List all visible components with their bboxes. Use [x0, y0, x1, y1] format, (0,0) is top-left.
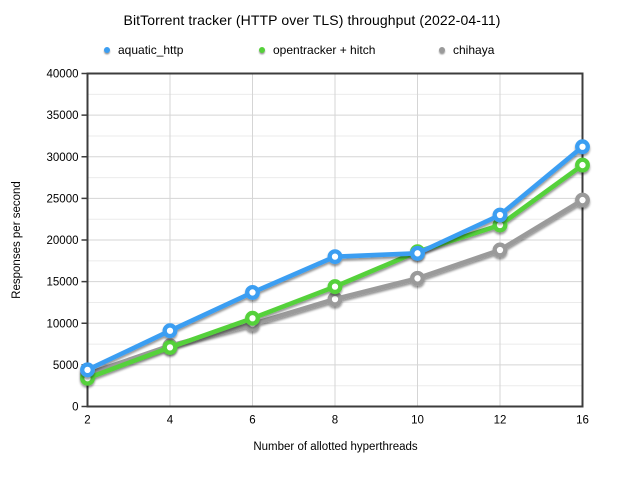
- svg-text:10000: 10000: [47, 318, 79, 330]
- legend-marker-icon: [104, 46, 110, 53]
- legend-marker-icon: [439, 46, 445, 53]
- y-axis-title: Responses per second: [11, 181, 23, 299]
- svg-text:35000: 35000: [47, 110, 79, 122]
- legend-marker-icon: [259, 46, 265, 53]
- legend-item-aquatic-http: aquatic_http: [104, 41, 183, 58]
- svg-text:20000: 20000: [47, 235, 79, 247]
- chart-title: BitTorrent tracker (HTTP over TLS) throu…: [123, 12, 501, 28]
- svg-text:5000: 5000: [53, 360, 79, 372]
- svg-text:15000: 15000: [47, 277, 79, 289]
- svg-text:8: 8: [332, 415, 338, 427]
- legend-label: opentracker + hitch: [273, 42, 376, 57]
- svg-text:25000: 25000: [47, 193, 79, 205]
- legend-label: aquatic_http: [118, 42, 184, 57]
- svg-text:2: 2: [84, 415, 90, 427]
- svg-text:6: 6: [249, 415, 255, 427]
- svg-text:30000: 30000: [47, 152, 79, 164]
- legend-item-chihaya: chihaya: [439, 41, 494, 58]
- legend-label: chihaya: [453, 42, 495, 57]
- svg-text:12: 12: [494, 415, 507, 427]
- svg-text:16: 16: [576, 415, 589, 427]
- svg-text:0: 0: [72, 402, 78, 414]
- svg-text:4: 4: [167, 415, 174, 427]
- x-axis-title: Number of allotted hyperthreads: [253, 441, 418, 453]
- svg-text:40000: 40000: [47, 69, 79, 81]
- legend-item-opentracker-hitch: opentracker + hitch: [259, 41, 375, 58]
- svg-text:10: 10: [411, 415, 424, 427]
